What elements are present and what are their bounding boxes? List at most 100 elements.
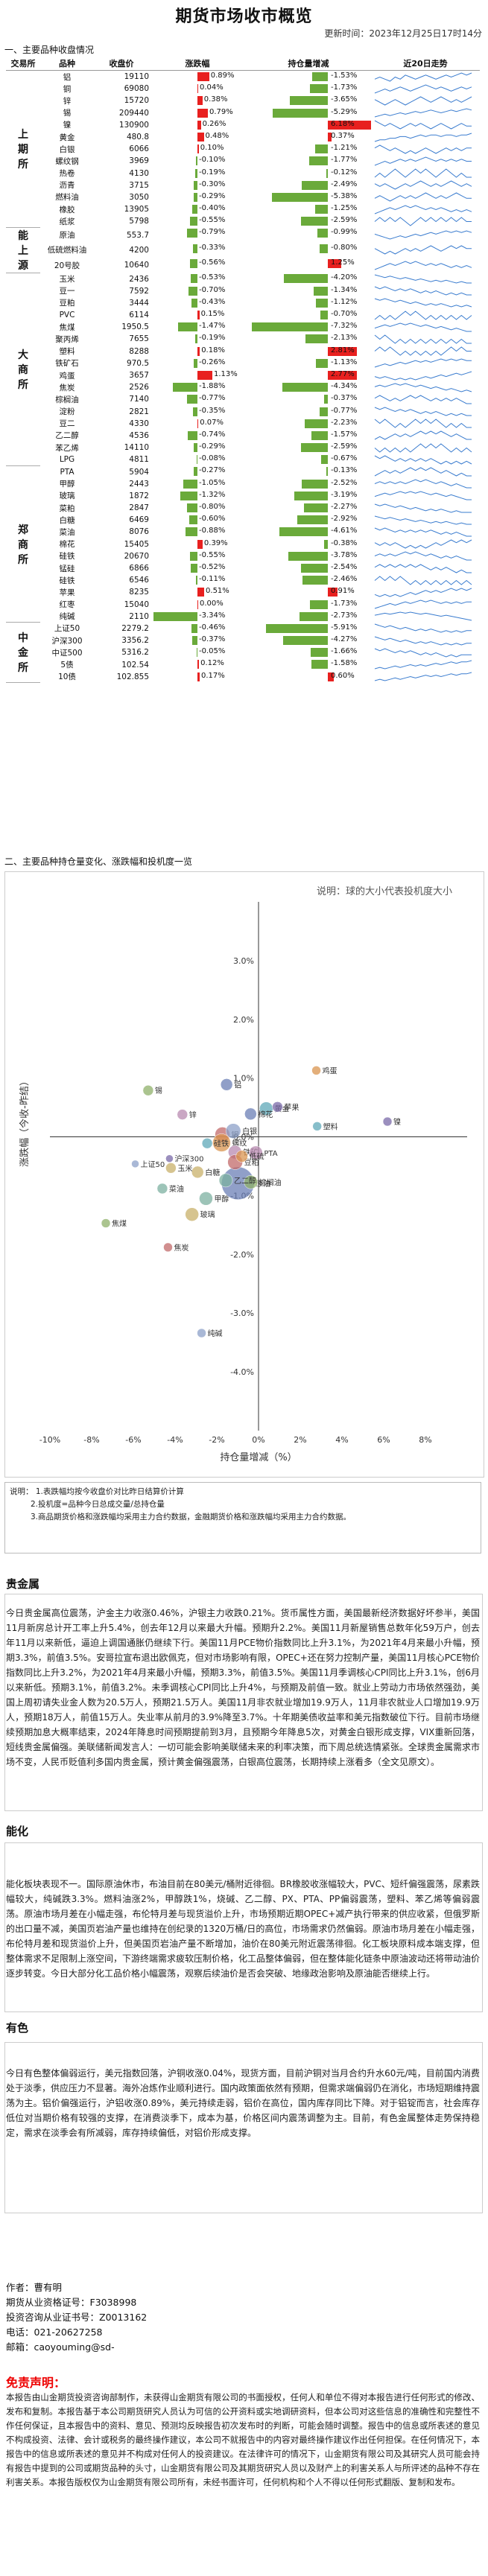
change-cell: 0.18% [149,346,246,357]
table-row: 锡 209440 0.79% -5.29% [6,107,480,119]
close-price: 7655 [129,334,149,344]
commodity-name: 白糖 [59,515,75,525]
commodity-name: 20号胶 [54,261,80,270]
commodity-name: 上证50 [54,624,80,634]
commodity-name: 纸浆 [59,217,75,226]
oi-bar [326,467,328,477]
sparkline-line [374,636,472,646]
change-bar [197,84,198,94]
change-bar [187,229,197,238]
change-label: -0.56% [199,258,226,267]
change-bar [186,503,197,512]
oi-label: -5.91% [331,623,358,632]
oi-cell: -2.54% [246,562,371,574]
change-label: -0.35% [199,406,226,415]
change-label: -0.29% [199,191,226,200]
trend-cell [371,243,480,258]
bubble [163,1242,173,1253]
change-bar [197,132,204,141]
oi-bar [282,383,328,392]
update-time: 更新时间：2023年12月25日17时14分 [324,28,482,39]
bubble-label: 低硫 [250,1152,264,1162]
y-tick-label: 1.0% [233,1074,254,1084]
oi-bar [316,358,328,368]
oi-label: -0.80% [331,243,358,252]
change-cell: -1.47% [149,321,246,333]
oi-cell: -7.32% [246,321,371,333]
change-label: 0.79% [209,107,233,116]
sparkline-line [374,576,472,585]
commodity-name: 焦炭 [59,383,75,392]
trend-cell [371,623,480,635]
oi-label: -0.70% [331,310,358,318]
oi-label: -4.20% [331,273,358,282]
change-bar [197,419,199,428]
bubble-label: 焦炭 [174,1243,188,1253]
bubble [199,1192,213,1206]
change-label: 0.04% [200,83,224,92]
change-bar [197,672,200,681]
sparkline-line [374,156,472,166]
sparkline-line [374,84,472,94]
sparkline [374,491,472,500]
oi-cell: -0.67% [246,454,371,465]
sparkline-line [374,503,472,513]
sparkline-line [374,672,472,681]
change-label: -0.11% [199,575,226,584]
sparkline [374,648,472,658]
oi-cell: -5.38% [246,191,371,203]
change-label: -0.29% [199,442,226,451]
commodity-name: 锰硅 [59,564,75,573]
y-tick-label: -4.0% [230,1367,254,1377]
oi-cell: 2.77% [246,369,371,381]
change-cell: 0.04% [149,83,246,95]
oi-label: -4.61% [331,527,358,535]
change-bar [193,443,197,453]
trend-cell [371,95,480,106]
change-bar [191,298,197,308]
sparkline-line [374,611,472,621]
author: 作者：曹有明 [6,2282,63,2293]
sparkline-line [374,588,472,597]
oi-label: -1.73% [331,599,358,608]
sparkline-line [374,479,472,489]
bubble-label: 塑料 [323,1122,338,1131]
oi-label: -0.37% [331,394,358,403]
change-cell: -0.27% [149,465,246,477]
oi-cell: -3.19% [246,490,371,502]
change-cell: 0.07% [149,418,246,430]
table-row: 焦炭 2526 -1.88% -4.34% [6,381,480,393]
change-cell: -0.77% [149,393,246,405]
commodity-name: 铜 [63,84,72,94]
trend-cell [371,203,480,215]
change-bar [186,527,197,537]
close-price: 4200 [129,245,149,255]
close-price: 19110 [124,72,149,82]
sparkline [374,588,472,597]
x-tick-label: 8% [419,1435,431,1445]
commodity-name: 铝 [63,72,72,82]
sparkline-line [374,430,472,441]
table-row: 上 期 所 铝 19110 0.89% -1.53% [6,70,480,228]
change-cell: 0.48% [149,131,246,143]
table-row: LPG 4811 -0.08% -0.67% [6,454,480,465]
trend-cell [371,107,480,119]
table-row: 橡胶 13905 -0.40% -1.25% [6,203,480,215]
trend-cell [371,478,480,490]
change-bar [190,274,197,284]
trend-cell [371,442,480,454]
commodity-name: 菜油 [59,527,75,537]
change-bar [197,96,203,106]
table-row: 塑料 8288 0.18% 2.81% [6,346,480,357]
close-price: 2436 [129,274,149,284]
sparkline [374,551,472,561]
oi-bar [294,491,328,500]
email[interactable]: 邮箱：caoyouming@sd- [6,2341,115,2353]
oi-cell: 2.81% [246,346,371,357]
oi-cell: -5.29% [246,107,371,119]
change-bar [197,346,200,356]
change-label: -3.34% [199,611,226,620]
sparkline [374,563,472,573]
oi-bar [328,370,357,380]
change-cell: -0.55% [149,550,246,562]
